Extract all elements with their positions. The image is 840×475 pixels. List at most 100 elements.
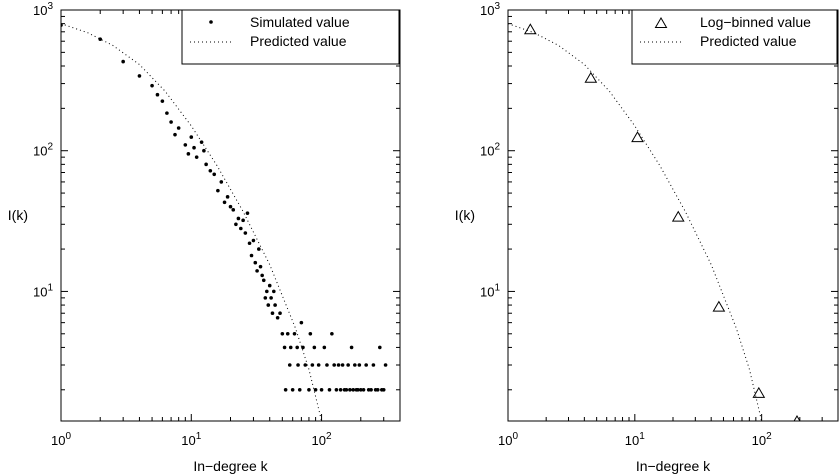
simulated-point (228, 204, 233, 209)
x-tick-label: 100 (498, 431, 518, 448)
log-binned-point (523, 23, 537, 35)
simulated-point (212, 172, 217, 177)
y-tick-label: 101 (33, 282, 53, 299)
simulated-point (358, 387, 363, 392)
x-tick-label: 102 (752, 431, 772, 448)
simulated-point (351, 387, 356, 392)
legend-label: Predicted value (250, 33, 347, 49)
simulated-point (292, 331, 297, 336)
simulated-point (287, 363, 292, 367)
predicted-value-line (508, 23, 763, 421)
x-tick-label: 102 (312, 431, 332, 448)
y-tick-label: 102 (480, 142, 500, 159)
simulated-point (383, 363, 388, 367)
legend: Simulated value Predicted value (181, 9, 400, 65)
simulated-point (280, 331, 285, 336)
simulated-point (263, 296, 268, 300)
simulated-point (290, 387, 295, 392)
simulated-point (258, 264, 263, 269)
simulated-point (239, 226, 243, 231)
log-binned-point (631, 131, 644, 143)
simulated-point (334, 387, 339, 392)
simulated-point (186, 152, 191, 156)
log-binned-point (712, 300, 726, 312)
plot-frame (507, 9, 839, 422)
simulated-point (375, 387, 380, 392)
simulated-point (356, 387, 360, 392)
simulated-point (295, 345, 299, 350)
simulated-point (266, 303, 271, 307)
simulated-point (202, 148, 206, 153)
simulated-point (150, 83, 154, 88)
simulated-point (312, 345, 317, 350)
simulated-point (222, 200, 227, 205)
x-axis-label: In−degree k (636, 458, 711, 474)
simulated-point (301, 345, 305, 350)
simulated-point (61, 23, 63, 27)
simulated-point (296, 363, 300, 367)
simulated-point (349, 345, 354, 350)
simulated-point (348, 387, 352, 392)
simulated-point (344, 387, 349, 392)
simulated-point (216, 188, 220, 193)
simulated-point (340, 363, 345, 367)
simulated-point (299, 320, 304, 325)
simulated-point (261, 278, 266, 283)
simulated-point (267, 283, 272, 288)
simulated-point (364, 363, 368, 367)
x-tick-label: 100 (51, 431, 71, 448)
simulated-point (121, 59, 125, 64)
simulated-point (353, 363, 357, 367)
simulated-point (369, 387, 373, 392)
simulated-point (336, 363, 341, 367)
simulated-point (194, 155, 199, 159)
simulated-point (307, 387, 311, 392)
simulated-point (313, 387, 318, 392)
simulated-point (272, 289, 276, 294)
legend-dot-swatch (209, 20, 213, 24)
simulated-point (319, 387, 324, 392)
left-chart: 100 101 102 101 102 103 In−degree k I(k) Simulat… (8, 1, 401, 474)
simulated-point (316, 363, 321, 367)
data-layer (508, 23, 801, 421)
y-tick-label: 103 (33, 1, 53, 18)
simulated-point (275, 315, 280, 320)
simulated-point (208, 168, 213, 173)
log-binned-point (671, 210, 685, 222)
simulated-point (332, 363, 336, 367)
simulated-point (251, 238, 256, 243)
simulated-point (247, 241, 252, 246)
right-chart: 100 101 102 101 102 103 In−degree k I(k) Log−bin… (455, 1, 839, 474)
simulated-point (169, 120, 173, 124)
simulated-point (260, 273, 264, 278)
simulated-point (325, 363, 329, 367)
y-axis-label: I(k) (455, 207, 475, 223)
log-binned-point (793, 415, 801, 421)
simulated-point (269, 296, 273, 300)
simulated-point (236, 216, 241, 221)
simulated-point (357, 363, 362, 367)
log-binned-point (752, 386, 766, 398)
simulated-point (297, 387, 302, 392)
simulated-point (189, 135, 194, 139)
simulated-point (165, 111, 169, 115)
simulated-point (381, 387, 386, 392)
simulated-point (303, 363, 308, 367)
simulated-point (361, 387, 366, 392)
y-tick-label: 102 (33, 142, 53, 159)
simulated-point (273, 303, 277, 307)
simulated-point (255, 269, 259, 273)
simulated-point (249, 253, 254, 258)
x-tick-label: 101 (625, 431, 645, 448)
y-tick-label: 101 (480, 282, 500, 299)
simulated-point (330, 331, 334, 336)
simulated-point (98, 37, 103, 42)
legend: Log−binned value Predicted value (631, 9, 838, 65)
y-tick-label: 103 (480, 1, 500, 18)
simulated-point (241, 218, 245, 223)
predicted-value-line (61, 23, 323, 421)
legend-triangle-swatch (654, 17, 668, 28)
simulated-point (265, 289, 269, 294)
simulated-point (137, 74, 142, 78)
